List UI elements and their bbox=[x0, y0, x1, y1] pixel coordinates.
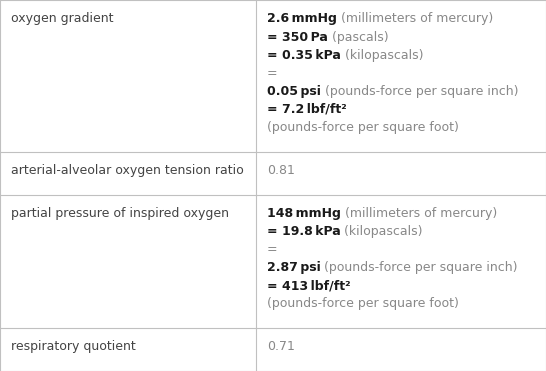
Text: = 413 lbf/ft²: = 413 lbf/ft² bbox=[266, 279, 351, 292]
Text: 0.81: 0.81 bbox=[266, 164, 294, 177]
Text: oxygen gradient: oxygen gradient bbox=[11, 13, 114, 26]
Text: = 0.35 kPa: = 0.35 kPa bbox=[266, 49, 341, 62]
Text: (pounds-force per square foot): (pounds-force per square foot) bbox=[266, 298, 459, 311]
Text: partial pressure of inspired oxygen: partial pressure of inspired oxygen bbox=[11, 207, 229, 220]
Text: = 19.8 kPa: = 19.8 kPa bbox=[266, 225, 340, 238]
Text: respiratory quotient: respiratory quotient bbox=[11, 341, 136, 354]
Text: =: = bbox=[266, 243, 277, 256]
Text: 2.87 psi: 2.87 psi bbox=[266, 261, 321, 274]
Text: (pounds-force per square foot): (pounds-force per square foot) bbox=[266, 121, 459, 134]
Text: (kilopascals): (kilopascals) bbox=[341, 49, 423, 62]
Text: (pounds-force per square inch): (pounds-force per square inch) bbox=[321, 85, 518, 98]
Text: 2.6 mmHg: 2.6 mmHg bbox=[266, 13, 336, 26]
Text: (pascals): (pascals) bbox=[328, 30, 388, 43]
Text: = 7.2 lbf/ft²: = 7.2 lbf/ft² bbox=[266, 103, 346, 116]
Text: 0.71: 0.71 bbox=[266, 341, 294, 354]
Text: 0.05 psi: 0.05 psi bbox=[266, 85, 321, 98]
Text: (millimeters of mercury): (millimeters of mercury) bbox=[341, 207, 497, 220]
Text: arterial-alveolar oxygen tension ratio: arterial-alveolar oxygen tension ratio bbox=[11, 164, 244, 177]
Text: 148 mmHg: 148 mmHg bbox=[266, 207, 341, 220]
Text: (millimeters of mercury): (millimeters of mercury) bbox=[336, 13, 492, 26]
Text: (kilopascals): (kilopascals) bbox=[340, 225, 423, 238]
Text: (pounds-force per square inch): (pounds-force per square inch) bbox=[321, 261, 518, 274]
Text: = 350 Pa: = 350 Pa bbox=[266, 30, 328, 43]
Text: =: = bbox=[266, 67, 277, 80]
